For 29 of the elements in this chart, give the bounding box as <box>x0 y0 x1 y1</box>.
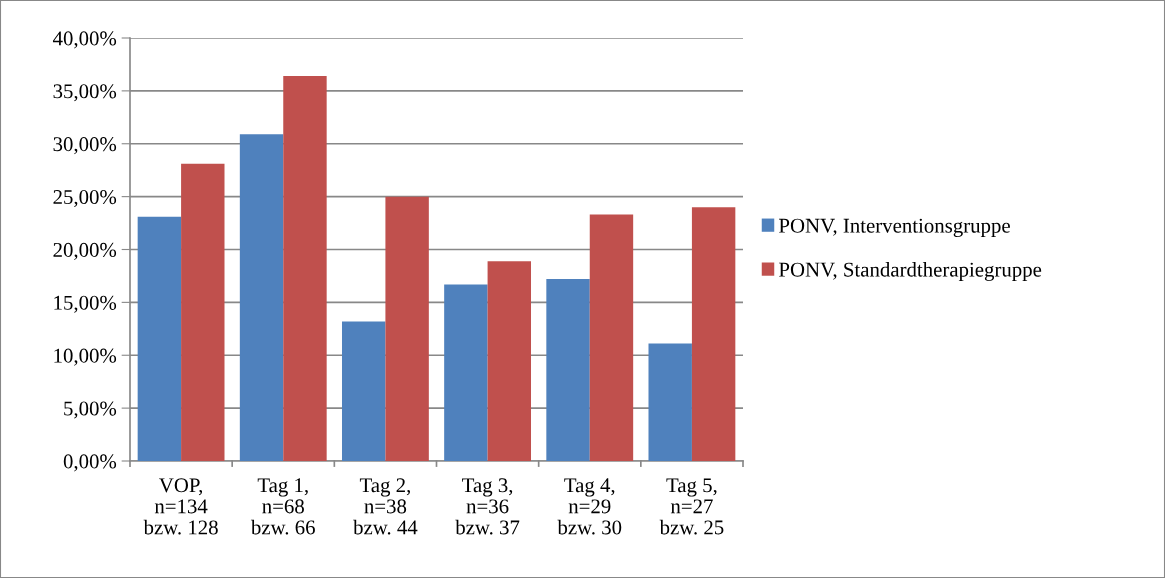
bar <box>283 76 327 461</box>
bar <box>239 134 284 461</box>
bar <box>691 207 736 461</box>
y-tick-label: 0,00% <box>63 454 117 472</box>
x-tick-label: Tag 4, n=29 bzw. 30 <box>557 478 622 535</box>
bar <box>342 321 386 461</box>
bar <box>385 196 429 461</box>
y-tick-label: 20,00% <box>53 242 117 260</box>
legend-label: PONV, Standardtherapiegruppe <box>779 262 1042 281</box>
bar <box>181 163 225 461</box>
y-tick-label: 15,00% <box>54 295 117 313</box>
bar <box>589 214 634 461</box>
x-tick-label: Tag 5, n=27 bzw. 25 <box>659 478 724 535</box>
bar <box>487 261 531 461</box>
y-tick-label: 10,00% <box>54 348 117 366</box>
x-tick-label: VOP, n=134 bzw. 128 <box>143 478 218 535</box>
x-tick-label: Tag 2, n=38 bzw. 44 <box>353 478 418 535</box>
x-tick-label: Tag 3, n=36 bzw. 37 <box>455 478 520 535</box>
bar <box>444 284 488 461</box>
bar <box>648 343 692 461</box>
x-tick-label: Tag 1, n=68 bzw. 66 <box>250 478 315 535</box>
legend-label: PONV, Interventionsgruppe <box>779 218 1010 237</box>
y-tick-label: 5,00% <box>64 401 117 419</box>
bar <box>546 279 590 461</box>
y-tick-label: 40,00% <box>52 31 117 49</box>
bar <box>137 216 182 461</box>
y-tick-label: 35,00% <box>53 84 117 102</box>
y-tick-label: 25,00% <box>53 190 117 208</box>
y-tick-label: 30,00% <box>53 137 117 155</box>
